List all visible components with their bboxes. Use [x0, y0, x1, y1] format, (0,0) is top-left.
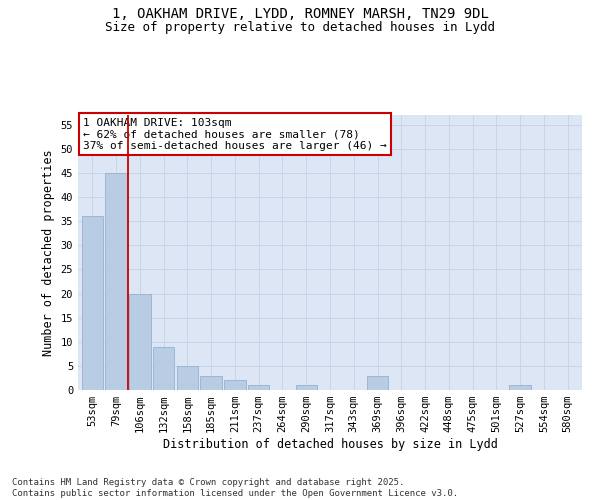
Bar [176, 366, 198, 390]
Bar [82, 216, 103, 390]
Text: 1 OAKHAM DRIVE: 103sqm
← 62% of detached houses are smaller (78)
37% of semi-det: 1 OAKHAM DRIVE: 103sqm ← 62% of detached… [83, 118, 387, 151]
Bar [509, 385, 531, 390]
Bar [106, 173, 127, 390]
Y-axis label: Number of detached properties: Number of detached properties [42, 149, 55, 356]
Bar [248, 385, 269, 390]
Text: Contains HM Land Registry data © Crown copyright and database right 2025.
Contai: Contains HM Land Registry data © Crown c… [12, 478, 458, 498]
Bar [224, 380, 245, 390]
Text: 1, OAKHAM DRIVE, LYDD, ROMNEY MARSH, TN29 9DL: 1, OAKHAM DRIVE, LYDD, ROMNEY MARSH, TN2… [112, 8, 488, 22]
Bar [200, 376, 222, 390]
Bar [153, 346, 174, 390]
Text: Size of property relative to detached houses in Lydd: Size of property relative to detached ho… [105, 22, 495, 35]
Bar [367, 376, 388, 390]
Bar [129, 294, 151, 390]
Bar [296, 385, 317, 390]
X-axis label: Distribution of detached houses by size in Lydd: Distribution of detached houses by size … [163, 438, 497, 451]
